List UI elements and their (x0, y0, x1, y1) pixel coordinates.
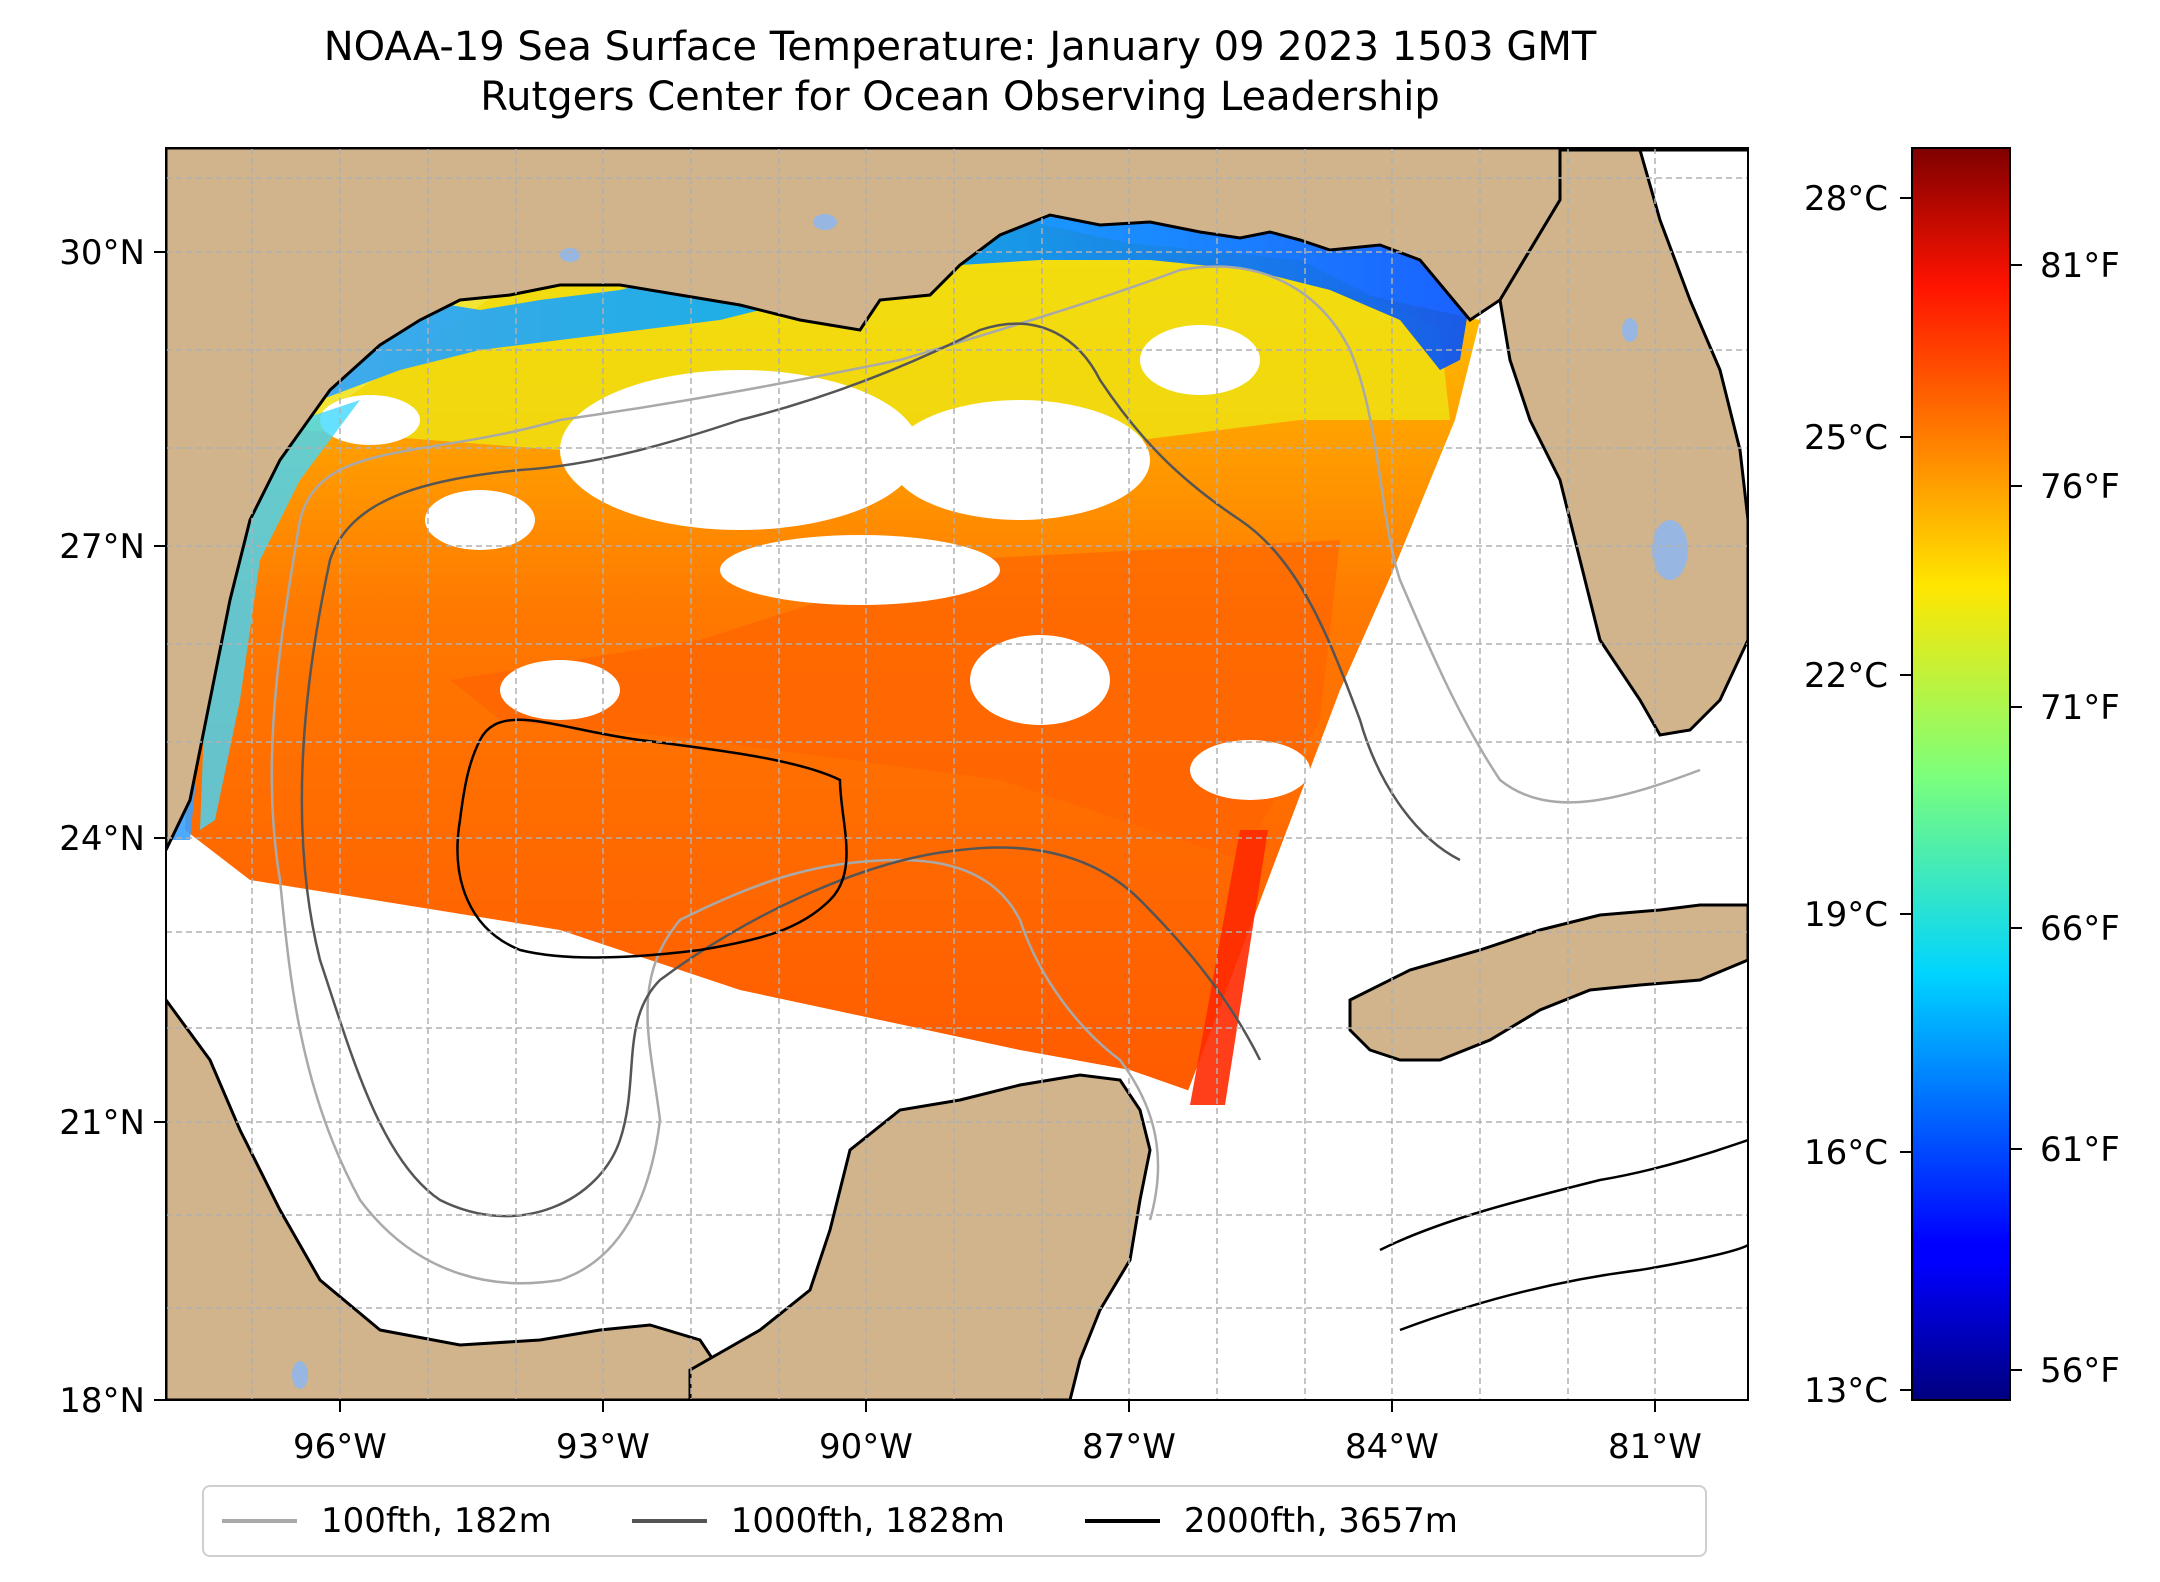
colorbar-c-tick-28: 28°C (1804, 179, 1888, 219)
colorbar-c-tick-19: 19°C (1804, 895, 1888, 935)
legend-label-100fth: 100fth, 182m (321, 1501, 552, 1541)
lon-tick-84w: 84°W (1345, 1427, 1439, 1467)
colorbar-c-tick-22: 22°C (1804, 656, 1888, 696)
lat-tick-21n: 21°N (59, 1103, 145, 1143)
colorbar-f-tick-56: 56°F (2040, 1351, 2120, 1391)
colorbar-f-tick-81: 81°F (2040, 246, 2120, 286)
lat-tick-27n: 27°N (59, 527, 145, 567)
title-line-1: NOAA-19 Sea Surface Temperature: January… (323, 24, 1597, 70)
legend-swatch-1000fth (631, 1519, 707, 1523)
colorbar-f-tick-61: 61°F (2040, 1130, 2120, 1170)
lat-tick-18n: 18°N (59, 1381, 145, 1421)
lat-tick-30n: 30°N (59, 233, 145, 273)
gridlines (166, 148, 1748, 1400)
colorbar: 28°C 25°C 22°C 19°C 16°C 13°C 81°F 76°F … (1804, 147, 2120, 1411)
contour-2000fth (456, 718, 1748, 1332)
contour-100fth (270, 265, 1701, 1285)
lon-tick-93w: 93°W (556, 1427, 650, 1467)
lon-tick-87w: 87°W (1082, 1427, 1176, 1467)
legend-item-1000fth: 1000fth, 1828m (631, 1501, 1005, 1541)
longitude-axis: 96°W 93°W 90°W 87°W 84°W 81°W (293, 1400, 1702, 1467)
contour-1000fth (300, 322, 1461, 1218)
colorbar-f-tick-76: 76°F (2040, 467, 2120, 507)
latitude-axis: 30°N 27°N 24°N 21°N 18°N (59, 233, 166, 1421)
map-frame (165, 147, 1749, 1401)
legend-swatch-100fth (222, 1519, 297, 1523)
title-line-2: Rutgers Center for Ocean Observing Leade… (480, 74, 1440, 120)
contour-legend: 100fth, 182m 1000fth, 1828m 2000fth, 365… (202, 1485, 1707, 1557)
legend-swatch-2000fth (1084, 1519, 1160, 1523)
lon-tick-81w: 81°W (1608, 1427, 1702, 1467)
lon-tick-96w: 96°W (293, 1427, 387, 1467)
colorbar-c-tick-25: 25°C (1804, 418, 1888, 458)
legend-label-2000fth: 2000fth, 3657m (1183, 1501, 1458, 1541)
figure-title: NOAA-19 Sea Surface Temperature: January… (0, 22, 1920, 122)
colorbar-c-tick-13: 13°C (1804, 1371, 1888, 1411)
legend-label-1000fth: 1000fth, 1828m (730, 1501, 1005, 1541)
legend-item-2000fth: 2000fth, 3657m (1084, 1501, 1458, 1541)
colorbar-gradient (1911, 147, 2011, 1401)
lon-tick-90w: 90°W (819, 1427, 913, 1467)
lat-tick-24n: 24°N (59, 819, 145, 859)
colorbar-c-tick-16: 16°C (1804, 1133, 1888, 1173)
lakes (292, 214, 1688, 1389)
map-area (166, 148, 1748, 1400)
bathymetry-contours (270, 265, 1748, 1332)
legend-item-100fth: 100fth, 182m (222, 1501, 552, 1541)
colorbar-f-tick-71: 71°F (2040, 688, 2120, 728)
land (166, 148, 1748, 1400)
colorbar-f-tick-66: 66°F (2040, 909, 2120, 949)
